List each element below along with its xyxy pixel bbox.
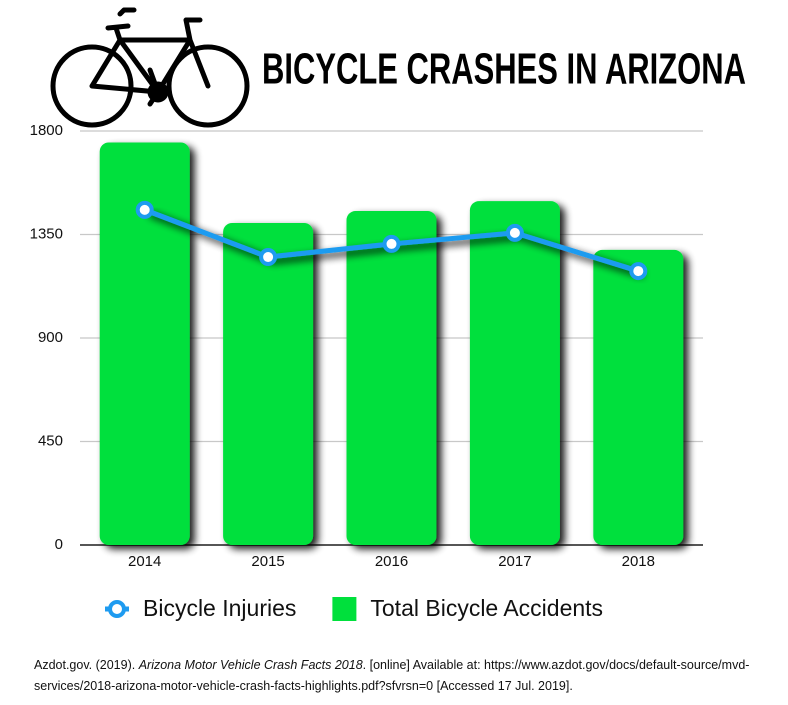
legend-swatch (332, 597, 357, 621)
x-tick-label: 2016 (375, 553, 408, 570)
line-point (505, 223, 524, 242)
legend-marker (108, 600, 126, 618)
line-point (135, 200, 154, 219)
citation: Azdot.gov. (2019). Arizona Motor Vehicle… (34, 655, 754, 697)
line-point (382, 234, 401, 253)
citation-author: Azdot.gov. (2019). (34, 658, 136, 672)
bar (469, 201, 560, 545)
citation-rest: . [online] Available at: https://www.azd… (34, 658, 750, 693)
bar (346, 211, 437, 546)
bicycle-icon (50, 7, 250, 128)
x-tick-label: 2014 (128, 553, 161, 570)
chart: BICYCLE CRASHES IN ARIZONA 0 450 900 1350 18… (30, 7, 746, 621)
citation-title: Arizona Motor Vehicle Crash Facts 2018 (138, 658, 363, 672)
legend-label: Bicycle Injuries (143, 595, 296, 621)
x-tick-label: 2018 (622, 553, 655, 570)
bar (593, 249, 684, 545)
y-tick-label: 1800 (30, 122, 63, 139)
line-point (629, 262, 648, 281)
y-tick-label: 900 (38, 329, 63, 346)
chart-title: BICYCLE CRASHES IN ARIZONA (262, 45, 746, 94)
line-point (259, 248, 278, 267)
x-tick-label: 2015 (251, 553, 284, 570)
x-tick-label: 2017 (498, 553, 531, 570)
bar (99, 142, 190, 545)
y-tick-label: 1350 (30, 225, 63, 242)
bar (223, 223, 314, 545)
legend-label: Total Bicycle Accidents (370, 595, 603, 621)
y-tick-label: 450 (38, 432, 63, 449)
y-tick-label: 0 (55, 536, 63, 553)
